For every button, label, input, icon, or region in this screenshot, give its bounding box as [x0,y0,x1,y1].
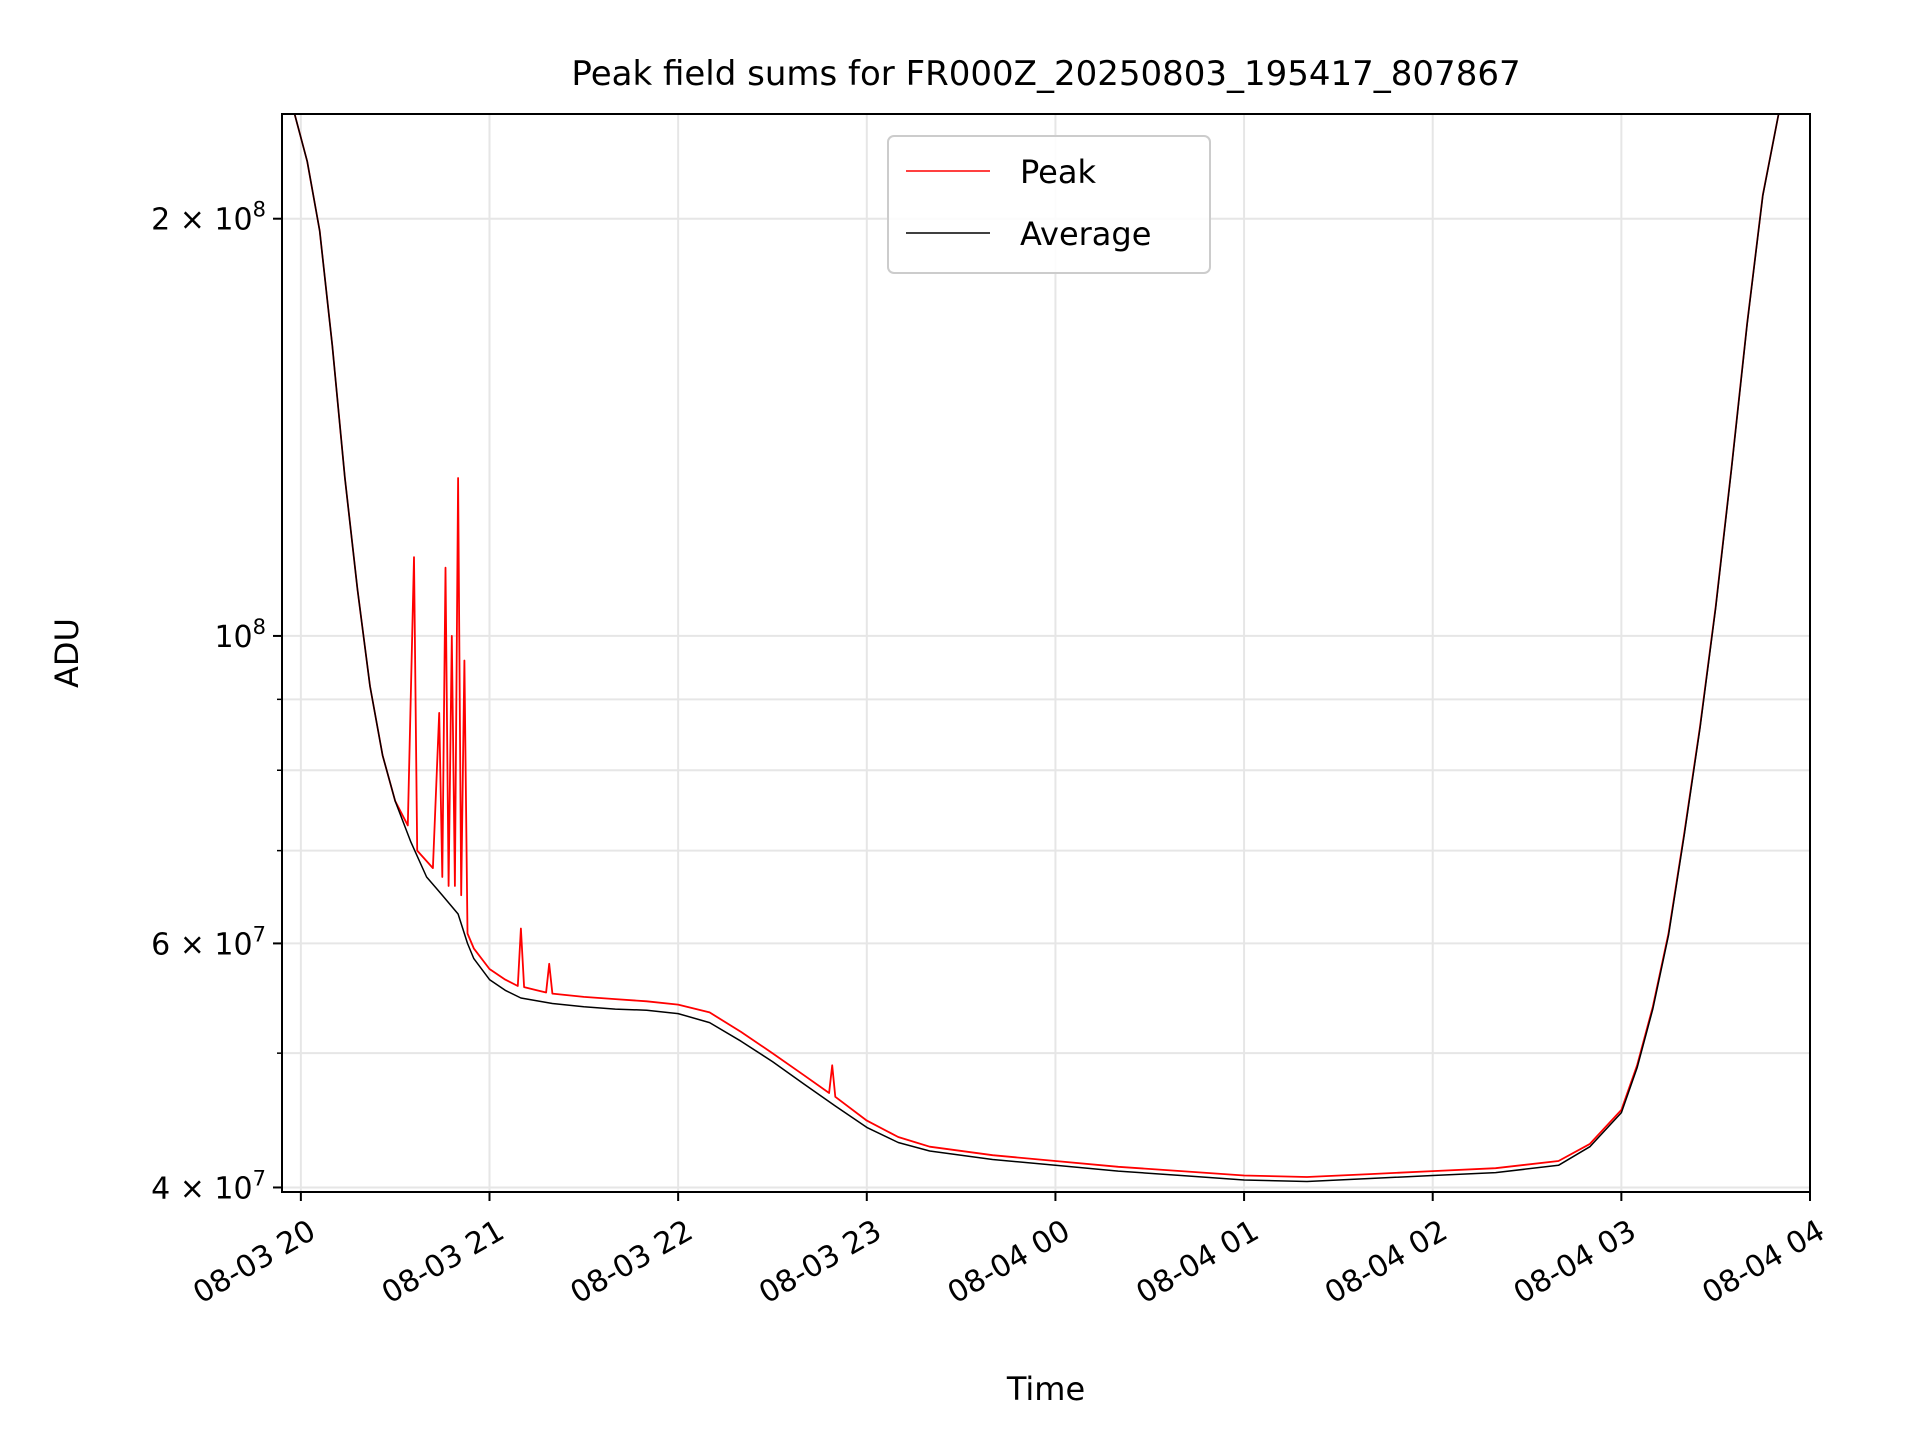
legend: Peak Average [887,135,1211,274]
y-tick-label: 2 × 108 [151,198,266,238]
y-tick-label: 6 × 107 [151,922,266,962]
y-tick-label: 4 × 107 [151,1166,266,1206]
series-line-peak [282,113,1810,1178]
y-axis-ticks: 4 × 107 6 × 107 108 2 × 108 [151,198,282,1206]
series-lines [282,113,1810,1183]
y-tick-label: 108 [214,615,266,655]
series-line-average [282,113,1810,1183]
legend-label-peak: Peak [1020,153,1096,191]
chart-title: Peak field sums for FR000Z_20250803_1954… [571,54,1520,94]
y-axis-label: ADU [48,618,86,688]
legend-label-average: Average [1020,215,1151,253]
x-axis-label: Time [1006,1370,1085,1408]
plot-frame [281,113,1811,1193]
